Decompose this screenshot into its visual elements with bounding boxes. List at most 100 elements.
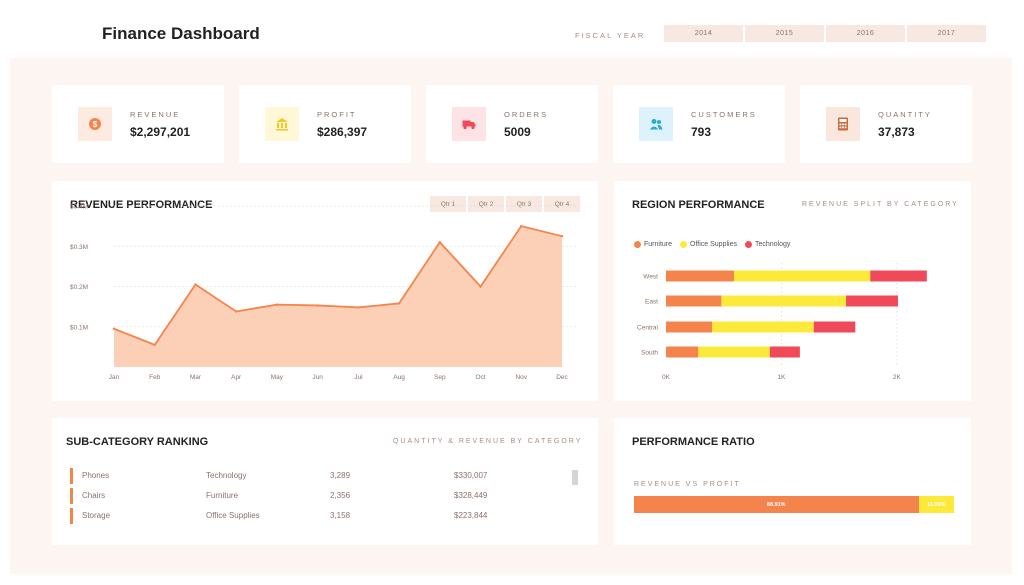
x-tick-label: Jan xyxy=(109,374,120,381)
quarter-button-2[interactable]: Qtr 2 xyxy=(468,196,504,212)
bar-segment xyxy=(813,321,856,333)
legend-label: Technology xyxy=(754,241,791,248)
bar-segment xyxy=(712,321,814,333)
x-tick-label: 1K xyxy=(777,374,786,381)
quarter-button-4[interactable]: Qtr 4 xyxy=(544,196,580,212)
subcategory-quantity: 2,356 xyxy=(330,491,351,500)
revenue-area-chart: $0.1M $0.2M $0.3M $0.4M Jan Feb Mar Apr May Jun Ju… xyxy=(70,204,577,381)
card-subtitle: QUANTITY & REVENUE BY CATEGORY xyxy=(393,438,583,445)
y-tick-label: $0.2M xyxy=(70,284,88,291)
category-label: Central xyxy=(637,325,659,332)
performance-ratio-card: PERFORMANCE RATIO REVENUE VS PROFIT 88.9… xyxy=(614,418,971,545)
ratio-bar: 88.91% 11.09% xyxy=(634,496,954,513)
x-tick-label: Aug xyxy=(393,374,405,381)
subcategory-category: Technology xyxy=(206,471,247,480)
legend-label: Furniture xyxy=(644,241,673,248)
year-button-2016[interactable]: 2016 xyxy=(826,25,905,42)
rank-indicator xyxy=(70,488,73,504)
year-button-2017[interactable]: 2017 xyxy=(907,25,986,42)
legend-item-furniture[interactable]: Furniture xyxy=(634,241,672,248)
fiscal-year-slicer: 2014 2015 2016 2017 xyxy=(664,25,986,42)
subcategory-name: Storage xyxy=(82,511,111,520)
legend-dot xyxy=(634,241,641,248)
subcategory-quantity: 3,289 xyxy=(330,471,351,480)
subcategory-category: Furniture xyxy=(206,491,239,500)
kpi-label: PROFIT xyxy=(317,110,357,119)
data-point xyxy=(438,241,442,244)
category-label: South xyxy=(641,350,658,357)
bar-segment xyxy=(666,346,699,358)
rank-indicator xyxy=(70,468,73,484)
subcategory-revenue: $328,449 xyxy=(454,491,488,500)
legend-item-office-supplies[interactable]: Office Supplies xyxy=(680,241,737,248)
category-label: East xyxy=(645,299,658,306)
subcategory-quantity: 3,158 xyxy=(330,511,351,520)
x-tick-label: Mar xyxy=(190,374,202,381)
y-tick-label: $0.3M xyxy=(70,244,88,251)
x-tick-label: Sep xyxy=(434,374,446,381)
kpi-card-profit: PROFIT $286,397 xyxy=(239,85,411,163)
x-tick-label: Feb xyxy=(149,374,161,381)
card-title: SUB-CATEGORY RANKING xyxy=(66,436,209,448)
fiscal-year-label: FISCAL YEAR xyxy=(575,31,646,40)
data-point xyxy=(397,302,401,305)
subcategory-name: Phones xyxy=(82,471,110,480)
bar-segment xyxy=(846,295,898,307)
x-tick-label: Jul xyxy=(354,374,363,381)
ratio-segment-profit[interactable]: 11.09% xyxy=(918,496,954,513)
category-label: West xyxy=(643,274,658,281)
kpi-card-revenue: $ REVENUE $2,297,201 xyxy=(52,85,224,163)
svg-text:$: $ xyxy=(93,120,98,129)
quarter-button-1[interactable]: Qtr 1 xyxy=(430,196,466,212)
kpi-label: ORDERS xyxy=(504,110,549,119)
x-tick-label: May xyxy=(271,374,284,381)
bar-segment xyxy=(698,346,770,358)
scrollbar[interactable] xyxy=(572,470,578,485)
legend-dot xyxy=(744,241,752,248)
kpi-card-orders: ORDERS 5009 xyxy=(426,85,598,163)
year-button-2015[interactable]: 2015 xyxy=(745,25,824,42)
ratio-segment-revenue[interactable]: 88.91% xyxy=(634,496,919,513)
data-point xyxy=(234,310,238,313)
data-point xyxy=(560,234,564,238)
data-point xyxy=(357,306,360,309)
x-tick-label: Jun xyxy=(312,374,323,381)
kpi-value: $286,397 xyxy=(317,125,368,139)
kpi-label: QUANTITY xyxy=(878,110,932,119)
legend-label: Office Supplies xyxy=(690,241,737,248)
y-tick-label: $0.4M xyxy=(70,204,88,211)
x-tick-label: 0K xyxy=(662,374,671,381)
card-title: REGION PERFORMANCE xyxy=(632,199,765,211)
dollar-icon: $ xyxy=(78,107,112,141)
data-point xyxy=(112,327,116,330)
page-title: Finance Dashboard xyxy=(102,24,260,43)
subcategory-revenue: $330,007 xyxy=(454,471,488,480)
kpi-value: 37,873 xyxy=(878,125,915,139)
kpi-value: $2,297,201 xyxy=(130,125,191,139)
region-performance-card: REGION PERFORMANCE REVENUE SPLIT BY CATE… xyxy=(614,181,971,401)
subcategory-revenue: $223,844 xyxy=(454,511,488,520)
kpi-card-quantity: QUANTITY 37,873 xyxy=(800,85,972,163)
y-tick-label: $0.1M xyxy=(70,324,88,331)
quarter-slicer: Qtr 1 Qtr 2 Qtr 3 Qtr 4 xyxy=(430,196,580,212)
kpi-label: CUSTOMERS xyxy=(691,110,757,119)
data-point xyxy=(520,224,523,228)
card-title: REVENUE PERFORMANCE xyxy=(70,199,213,211)
year-button-2014[interactable]: 2014 xyxy=(664,25,743,42)
subcategory-name: Chairs xyxy=(82,491,106,500)
kpi-card-customers: CUSTOMERS 793 xyxy=(613,85,785,163)
bar-segment xyxy=(870,270,927,282)
area-fill xyxy=(114,226,562,367)
bar-segment xyxy=(666,295,722,307)
revenue-line xyxy=(113,225,563,346)
data-point xyxy=(479,285,482,288)
x-tick-label: 2K xyxy=(893,374,902,381)
region-stacked-bar-chart: 0K 1K 2K West East Central South xyxy=(637,263,927,381)
quarter-button-3[interactable]: Qtr 3 xyxy=(506,196,542,212)
kpi-value: 793 xyxy=(691,125,712,139)
x-tick-label: Apr xyxy=(231,374,242,381)
kpi-label: REVENUE xyxy=(130,110,181,119)
data-point xyxy=(275,303,279,306)
calculator-icon xyxy=(826,107,860,141)
legend-item-technology[interactable]: Technology xyxy=(744,241,791,248)
